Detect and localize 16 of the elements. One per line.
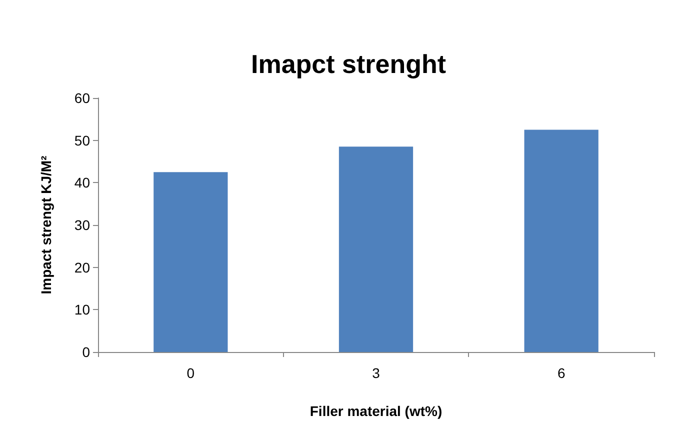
y-tick-label: 50 (74, 132, 90, 148)
y-tick-label: 40 (74, 174, 90, 191)
bar (338, 146, 414, 352)
x-tick-label: 3 (372, 365, 380, 381)
chart-title: Imapct strenght (250, 49, 446, 79)
x-tick-label: 6 (557, 365, 566, 381)
x-axis-title: Filler material (wt%) (310, 403, 442, 419)
y-tick-label: 0 (82, 344, 90, 360)
bar (154, 172, 228, 352)
y-tick-label: 30 (74, 217, 90, 233)
y-axis-title: Impact strengt KJ/M² (38, 155, 54, 294)
y-tick-label: 20 (74, 259, 90, 276)
bar (524, 130, 598, 352)
x-tick-label: 0 (186, 365, 195, 381)
y-tick-label: 60 (74, 90, 90, 106)
y-tick-label: 10 (74, 302, 90, 318)
